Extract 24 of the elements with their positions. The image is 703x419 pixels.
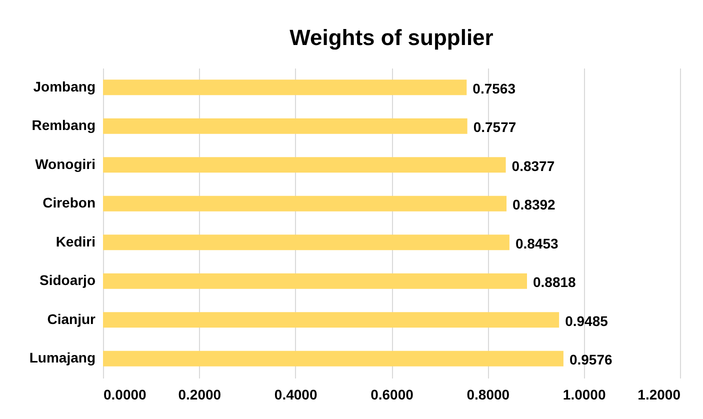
x-tick-label: 0.4000: [274, 386, 318, 402]
y-tick-label: Kediri: [56, 233, 96, 250]
data-label: 0.8818: [533, 274, 576, 290]
data-label: 0.7563: [472, 80, 516, 96]
y-tick-label: Lumajang: [29, 350, 96, 366]
y-tick-label: Cianjur: [47, 310, 96, 327]
y-tick-label: Cirebon: [42, 194, 96, 211]
x-tick-label: 0.8000: [466, 386, 510, 402]
data-label: 0.7577: [473, 119, 516, 136]
x-tick-label: 1.0000: [562, 386, 606, 402]
data-label: 0.9485: [565, 312, 608, 329]
data-label: 0.9576: [569, 352, 612, 368]
x-tick-label: 0.6000: [370, 386, 414, 402]
chart-title: Weights of supplier: [290, 25, 494, 50]
y-tick-label: Sidoarjo: [39, 272, 96, 288]
data-label: 0.8392: [512, 196, 556, 213]
data-label: 0.8377: [512, 158, 555, 174]
x-tick-label: 1.2000: [638, 386, 681, 402]
y-tick-label: Jombang: [33, 78, 96, 94]
data-label: 0.8453: [515, 235, 558, 252]
x-tick-label: 0.0000: [104, 386, 147, 402]
y-tick-label: Rembang: [32, 117, 96, 134]
y-tick-label: Wonogiri: [35, 156, 96, 172]
x-tick-label: 0.2000: [178, 386, 222, 402]
